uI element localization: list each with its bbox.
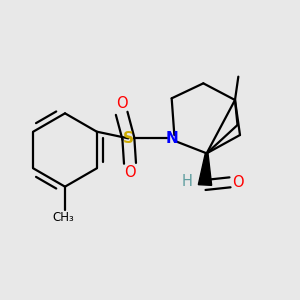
- Polygon shape: [198, 153, 212, 185]
- Text: O: O: [124, 165, 136, 180]
- Text: O: O: [116, 97, 127, 112]
- Text: H: H: [181, 174, 192, 189]
- Text: O: O: [232, 175, 244, 190]
- Text: S: S: [123, 131, 134, 146]
- Text: N: N: [165, 131, 178, 146]
- Text: CH₃: CH₃: [52, 211, 74, 224]
